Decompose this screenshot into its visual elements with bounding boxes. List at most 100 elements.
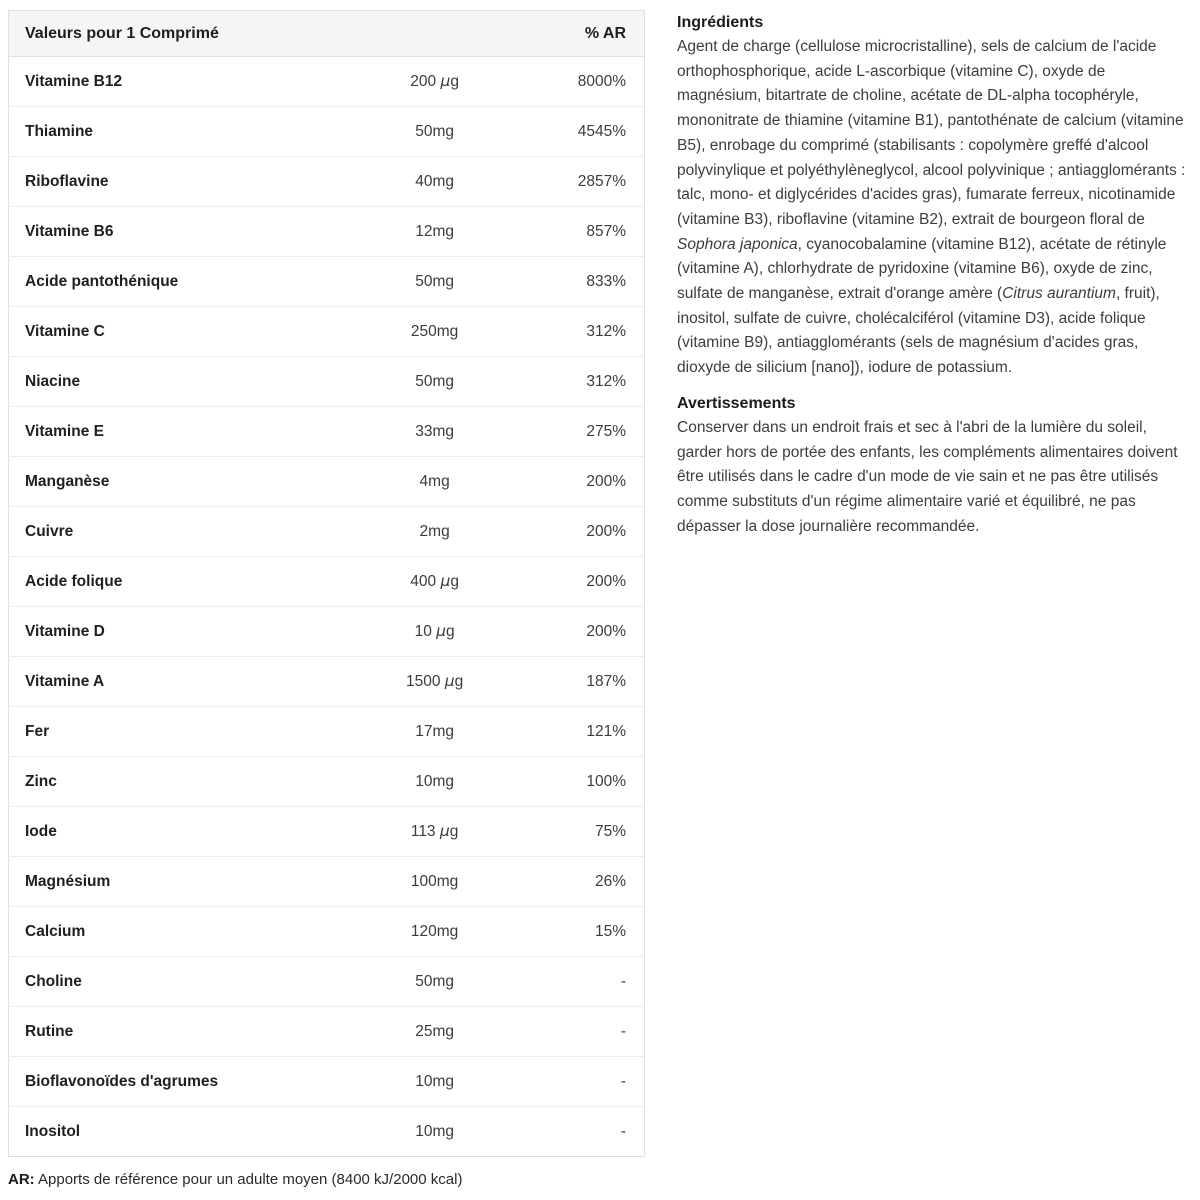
nutrient-name: Choline — [8, 956, 352, 1007]
nutrient-amount: 250mg — [351, 306, 518, 357]
nutrient-name: Vitamine C — [8, 306, 352, 357]
nutrient-name: Vitamine D — [8, 606, 352, 657]
nutrient-amount: 100mg — [351, 856, 518, 907]
nutrient-name: Manganèse — [8, 456, 352, 507]
nutrient-name: Rutine — [8, 1006, 352, 1057]
nutrient-amount: 17mg — [351, 706, 518, 757]
nutrition-table-body: Vitamine B12 200 µg 8000% Thiamine 50mg 4545%… — [8, 56, 645, 1157]
nutrient-name: Zinc — [8, 756, 352, 807]
nutrition-table-header: Valeurs pour 1 Comprimé % AR — [8, 10, 645, 57]
nutrient-name: Cuivre — [8, 506, 352, 557]
nutrient-name: Iode — [8, 806, 352, 857]
nutrient-amount: 50mg — [351, 256, 518, 307]
nutrient-name: Calcium — [8, 906, 352, 957]
nutrient-amount: 113 µg — [351, 806, 518, 857]
nutrient-ar-percent: 200% — [517, 506, 645, 557]
table-row: Fer 17mg 121% — [8, 706, 645, 757]
table-row: Acide folique 400 µg 200% — [8, 556, 645, 607]
nutrient-amount: 400 µg — [351, 556, 518, 607]
table-row: Bioflavonoïdes d'agrumes 10mg - — [8, 1056, 645, 1107]
nutrient-amount: 50mg — [351, 956, 518, 1007]
table-header-amount — [351, 10, 518, 57]
ingredients-text: Agent de charge (cellulose microcristall… — [677, 38, 1186, 377]
nutrient-name: Thiamine — [8, 106, 352, 157]
nutrient-name: Vitamine B6 — [8, 206, 352, 257]
table-row: Thiamine 50mg 4545% — [8, 106, 645, 157]
nutrient-ar-percent: 833% — [517, 256, 645, 307]
nutrient-amount: 33mg — [351, 406, 518, 457]
table-row: Vitamine C 250mg 312% — [8, 306, 645, 357]
nutrient-ar-percent: - — [517, 956, 645, 1007]
reference-note: AR: Apports de référence pour un adulte … — [8, 1171, 463, 1188]
table-row: Choline 50mg - — [8, 956, 645, 1007]
table-header-title: Valeurs pour 1 Comprimé — [8, 10, 352, 57]
nutrient-amount: 200 µg — [351, 56, 518, 107]
table-row: Riboflavine 40mg 2857% — [8, 156, 645, 207]
nutrient-amount: 10 µg — [351, 606, 518, 657]
nutrient-amount: 12mg — [351, 206, 518, 257]
nutrient-amount: 50mg — [351, 106, 518, 157]
nutrient-name: Niacine — [8, 356, 352, 407]
nutrient-ar-percent: 8000% — [517, 56, 645, 107]
table-header-ar: % AR — [517, 10, 645, 57]
table-row: Vitamine E 33mg 275% — [8, 406, 645, 457]
nutrient-ar-percent: 200% — [517, 606, 645, 657]
nutrient-ar-percent: 200% — [517, 456, 645, 507]
nutrient-name: Vitamine A — [8, 656, 352, 707]
nutrition-table-panel: Valeurs pour 1 Comprimé % AR Vitamine B1… — [8, 10, 645, 1188]
nutrient-name: Vitamine E — [8, 406, 352, 457]
table-row: Niacine 50mg 312% — [8, 356, 645, 407]
nutrient-ar-percent: 857% — [517, 206, 645, 257]
nutrient-amount: 10mg — [351, 1056, 518, 1107]
table-row: Inositol 10mg - — [9, 1107, 645, 1157]
nutrient-amount: 25mg — [351, 1006, 518, 1057]
nutrient-name: Bioflavonoïdes d'agrumes — [8, 1056, 352, 1107]
nutrient-name: Vitamine B12 — [8, 56, 352, 107]
info-panel: Ingrédients Agent de charge (cellulose m… — [677, 10, 1192, 1188]
warnings-title: Avertissements — [677, 394, 796, 412]
nutrient-amount: 10mg — [415, 1122, 454, 1140]
table-row: Vitamine D 10 µg 200% — [8, 606, 645, 657]
nutrient-ar-percent: 15% — [517, 906, 645, 957]
table-row: Acide pantothénique 50mg 833% — [8, 256, 645, 307]
nutrient-ar-percent: - — [517, 1056, 645, 1107]
nutrient-amount: 4mg — [351, 456, 518, 507]
table-row: Rutine 25mg - — [8, 1006, 645, 1057]
nutrition-table: Valeurs pour 1 Comprimé % AR Vitamine B1… — [8, 10, 645, 1157]
nutrient-amount: 2mg — [351, 506, 518, 557]
nutrient-ar-percent: 4545% — [517, 106, 645, 157]
table-row: Vitamine B12 200 µg 8000% — [8, 56, 645, 107]
table-row: Manganèse 4mg 200% — [8, 456, 645, 507]
nutrient-ar-percent: 100% — [517, 756, 645, 807]
nutrient-ar-percent: 275% — [517, 406, 645, 457]
nutrient-ar-percent: 26% — [517, 856, 645, 907]
nutrient-ar-percent: 121% — [517, 706, 645, 757]
nutrient-name: Magnésium — [8, 856, 352, 907]
table-row: Iode 113 µg 75% — [8, 806, 645, 857]
warnings-text: Conserver dans un endroit frais et sec à… — [677, 418, 1178, 535]
nutrient-name: Acide folique — [8, 556, 352, 607]
nutrient-ar-percent: 75% — [517, 806, 645, 857]
table-row: Zinc 10mg 100% — [8, 756, 645, 807]
nutrient-amount: 1500 µg — [351, 656, 518, 707]
nutrient-name: Acide pantothénique — [8, 256, 352, 307]
nutrient-amount: 120mg — [351, 906, 518, 957]
nutrient-amount: 50mg — [351, 356, 518, 407]
table-row: Cuivre 2mg 200% — [8, 506, 645, 557]
nutrient-ar-percent: 2857% — [517, 156, 645, 207]
table-row: Vitamine A 1500 µg 187% — [8, 656, 645, 707]
table-row: Magnésium 100mg 26% — [8, 856, 645, 907]
nutrient-ar-percent: 187% — [517, 656, 645, 707]
nutrient-ar-percent: - — [517, 1006, 645, 1057]
nutrient-ar-percent: - — [620, 1122, 626, 1140]
nutrient-ar-percent: 200% — [517, 556, 645, 607]
table-row: Calcium 120mg 15% — [8, 906, 645, 957]
nutrient-ar-percent: 312% — [517, 356, 645, 407]
nutrient-name: Inositol — [25, 1122, 81, 1140]
nutrient-amount: 40mg — [351, 156, 518, 207]
nutrient-name: Riboflavine — [8, 156, 352, 207]
nutrient-ar-percent: 312% — [517, 306, 645, 357]
ingredients-title: Ingrédients — [677, 14, 764, 31]
table-row: Vitamine B6 12mg 857% — [8, 206, 645, 257]
